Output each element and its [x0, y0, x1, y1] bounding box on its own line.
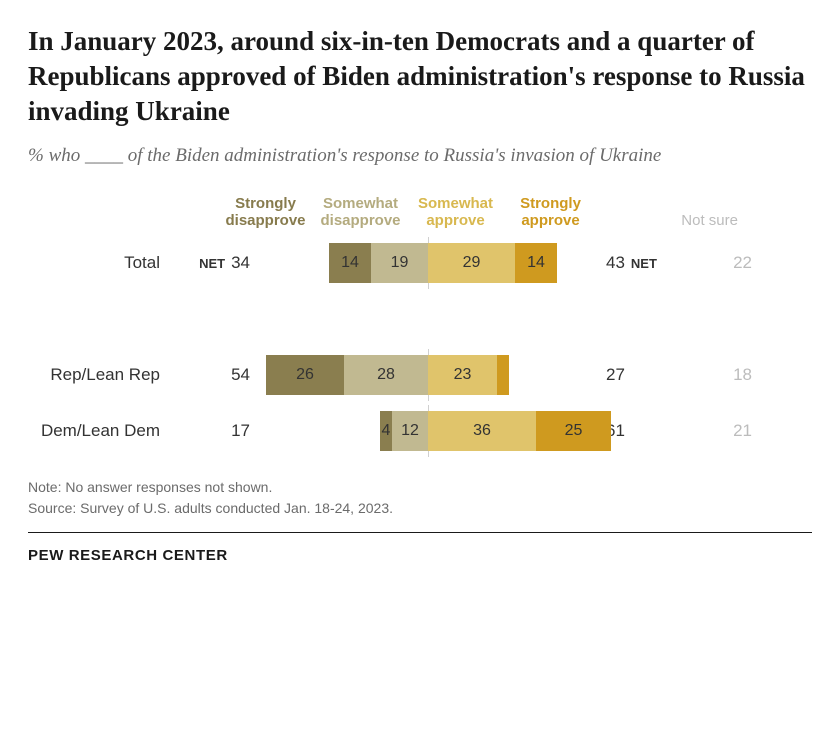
row-label: Dem/Lean Dem — [28, 421, 168, 441]
not-sure-value: 18 — [688, 365, 758, 385]
chart-subtitle: % who ____ of the Biden administration's… — [28, 143, 812, 169]
seg-somewhat_disapprove: 19 — [371, 243, 428, 283]
seg-strongly_disapprove: 26 — [266, 355, 344, 395]
seg-strongly_disapprove: 4 — [380, 411, 392, 451]
net-label-left: NET — [199, 256, 225, 271]
seg-strongly_approve: 14 — [515, 243, 557, 283]
net-disapprove: 54 — [168, 365, 258, 385]
seg-somewhat_approve: 36 — [428, 411, 536, 451]
bar-area: 262823 — [258, 355, 598, 395]
footnote-source: Source: Survey of U.S. adults conducted … — [28, 498, 812, 518]
net-label-right: NET — [631, 256, 657, 271]
net-disapprove: NET 34 — [168, 253, 258, 273]
not-sure-value: 21 — [688, 421, 758, 441]
net-disapprove-value: 17 — [231, 421, 250, 441]
bar-row: TotalNET341419291443NET22 — [28, 239, 812, 287]
legend-row: Strongly disapproveSomewhat disapproveSo… — [28, 195, 812, 230]
legend-strongly_disapprove: Strongly disapprove — [218, 195, 313, 230]
row-label: Rep/Lean Rep — [28, 365, 168, 385]
legend-not-sure: Not sure — [668, 212, 738, 229]
bar-row: Dem/Lean Dem 17 41236256121 — [28, 407, 812, 455]
footnotes: Note: No answer responses not shown. Sou… — [28, 477, 812, 533]
not-sure-value: 22 — [688, 253, 758, 273]
net-disapprove-value: 34 — [231, 253, 250, 273]
net-approve-value: 43 — [606, 253, 625, 273]
legend-somewhat_disapprove: Somewhat disapprove — [313, 195, 408, 230]
legend-somewhat_approve: Somewhat approve — [408, 195, 503, 230]
brand-label: PEW RESEARCH CENTER — [28, 547, 812, 564]
footnote-note: Note: No answer responses not shown. — [28, 477, 812, 497]
seg-strongly_approve: 25 — [536, 411, 611, 451]
seg-strongly_disapprove: 14 — [329, 243, 371, 283]
seg-strongly_approve — [497, 355, 509, 395]
bar-area: 14192914 — [258, 243, 598, 283]
seg-somewhat_approve: 29 — [428, 243, 515, 283]
net-approve: 27 — [598, 365, 688, 385]
legend-strongly_approve: Strongly approve — [503, 195, 598, 230]
net-disapprove: 17 — [168, 421, 258, 441]
seg-somewhat_disapprove: 12 — [392, 411, 428, 451]
net-approve-value: 27 — [606, 365, 625, 385]
row-label: Total — [28, 253, 168, 273]
net-disapprove-value: 54 — [231, 365, 250, 385]
bar-area: 4123625 — [258, 411, 598, 451]
net-approve: 61 — [598, 421, 688, 441]
chart-title: In January 2023, around six-in-ten Democ… — [28, 24, 812, 129]
seg-somewhat_approve: 23 — [428, 355, 497, 395]
chart-area: Strongly disapproveSomewhat disapproveSo… — [28, 195, 812, 456]
net-approve: 43 NET — [598, 253, 688, 273]
bar-row: Rep/Lean Rep 54 262823 27 18 — [28, 351, 812, 399]
seg-somewhat_disapprove: 28 — [344, 355, 428, 395]
